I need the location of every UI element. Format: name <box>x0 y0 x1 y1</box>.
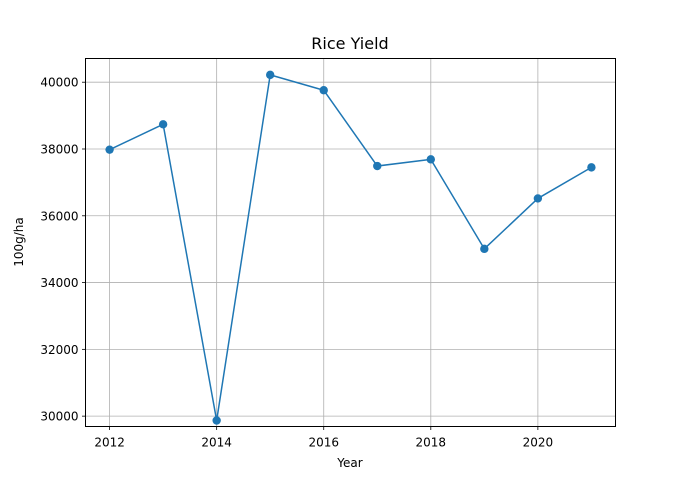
x-tick-label: 2014 <box>201 436 232 450</box>
data-point <box>587 163 596 172</box>
plot-area-frame <box>85 58 616 427</box>
data-point <box>426 155 436 164</box>
x-axis-label: Year <box>336 456 362 470</box>
data-points <box>105 70 596 425</box>
y-axis-ticks: 30000 32000 34000 36000 38000 40000 <box>40 76 86 424</box>
y-tick-label: 30000 <box>40 410 78 424</box>
data-point <box>212 416 221 425</box>
data-point <box>265 70 275 80</box>
y-tick-label: 36000 <box>40 209 78 223</box>
y-axis-label: 100g/ha <box>12 217 26 267</box>
series-line <box>109 74 592 422</box>
data-point <box>533 194 543 203</box>
x-tick-label: 2020 <box>523 436 554 450</box>
y-tick-label: 34000 <box>40 276 78 290</box>
x-tick-label: 2012 <box>94 436 125 450</box>
data-point <box>105 145 114 154</box>
data-point <box>319 86 328 95</box>
chart-title: Rice Yield <box>311 34 388 53</box>
grid <box>85 58 616 427</box>
x-tick-label: 2018 <box>416 436 447 450</box>
x-axis-ticks: 2012 2014 2016 2018 2020 <box>94 426 554 450</box>
data-point <box>158 120 168 129</box>
y-tick-label: 40000 <box>40 76 78 90</box>
y-tick-label: 38000 <box>40 142 78 156</box>
data-point <box>480 244 489 254</box>
y-tick-label: 32000 <box>40 343 78 357</box>
x-tick-label: 2016 <box>308 436 339 450</box>
series-line-layer <box>109 74 592 422</box>
data-point <box>373 161 382 171</box>
